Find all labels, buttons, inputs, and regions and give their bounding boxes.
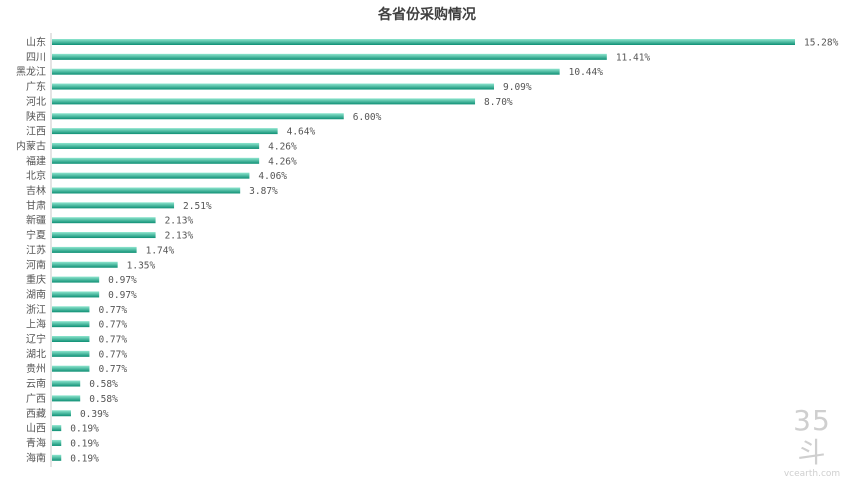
- value-label: 15.28%: [804, 38, 839, 49]
- value-label: 2.13%: [165, 231, 194, 242]
- value-label: 6.00%: [353, 112, 382, 123]
- category-label: 重庆: [26, 273, 46, 286]
- bar: [52, 187, 241, 194]
- bar: [52, 128, 278, 135]
- category-label: 吉林: [26, 184, 46, 197]
- bar: [52, 83, 495, 90]
- value-label: 2.13%: [165, 216, 194, 227]
- value-label: 0.77%: [98, 305, 127, 316]
- bar: [52, 246, 137, 253]
- value-label: 0.77%: [98, 364, 127, 375]
- value-label: 8.70%: [484, 97, 513, 108]
- bar: [52, 202, 175, 209]
- category-label: 上海: [26, 318, 46, 331]
- bar: [52, 336, 90, 342]
- bar: [52, 276, 100, 283]
- value-label: 4.06%: [258, 171, 287, 182]
- value-label: 0.77%: [98, 349, 127, 360]
- bar: [52, 350, 90, 357]
- category-label: 青海: [26, 436, 46, 449]
- bar: [52, 306, 90, 313]
- value-label: 10.44%: [569, 67, 604, 78]
- value-label: 0.58%: [89, 394, 118, 405]
- category-label: 辽宁: [26, 333, 46, 346]
- category-label: 河北: [26, 96, 46, 108]
- bar: [52, 425, 62, 432]
- value-label: 0.19%: [70, 453, 99, 464]
- category-label: 湖北: [26, 348, 46, 360]
- category-label: 河南: [26, 258, 46, 271]
- value-label: 0.58%: [89, 379, 118, 390]
- bar: [52, 321, 90, 328]
- bar: [52, 410, 71, 417]
- bar: [52, 172, 250, 179]
- bar: [52, 365, 90, 372]
- bar: [52, 98, 476, 105]
- category-label: 贵州: [26, 362, 46, 375]
- category-label: 黑龙江: [16, 65, 46, 78]
- value-label: 4.64%: [287, 127, 316, 138]
- bar: [52, 217, 156, 224]
- value-label: 1.74%: [146, 245, 175, 256]
- bar: [52, 157, 260, 164]
- value-label: 0.97%: [108, 290, 137, 301]
- value-label: 0.19%: [70, 438, 99, 449]
- bar: [52, 142, 260, 149]
- value-label: 4.26%: [268, 156, 297, 167]
- category-label: 广东: [26, 80, 46, 93]
- bar: [52, 53, 607, 60]
- bar: [52, 439, 62, 446]
- category-label: 湖南: [26, 288, 46, 301]
- category-label: 陕西: [26, 110, 46, 123]
- bar: [52, 232, 156, 239]
- category-label: 海南: [26, 451, 46, 464]
- category-label: 宁夏: [26, 229, 46, 242]
- watermark: 35斗 vcearth.com: [782, 405, 842, 479]
- category-label: 甘肃: [26, 199, 46, 212]
- value-label: 9.09%: [503, 82, 532, 93]
- value-label: 0.77%: [98, 320, 127, 331]
- category-label: 福建: [26, 154, 46, 167]
- category-label: 山西: [26, 423, 46, 435]
- watermark-url: vcearth.com: [783, 469, 841, 479]
- bar: [52, 39, 795, 45]
- bars-group: 山东 15.28% 四川 11.41% 黑龙江 10.44% 广东 9.09% 河北 8.70% 陕…: [16, 36, 839, 465]
- value-label: 2.51%: [183, 201, 212, 212]
- bar: [52, 395, 81, 402]
- bar: [52, 291, 100, 298]
- bar: [52, 454, 62, 461]
- category-label: 云南: [26, 377, 46, 390]
- value-label: 0.77%: [98, 335, 127, 346]
- watermark-logo: 35斗: [793, 404, 831, 469]
- category-label: 西藏: [26, 408, 46, 420]
- bar: [52, 380, 81, 387]
- category-label: 内蒙古: [16, 139, 46, 152]
- category-label: 广西: [26, 393, 46, 405]
- category-label: 江西: [26, 126, 46, 138]
- value-label: 0.97%: [108, 275, 137, 286]
- bar: [52, 113, 344, 120]
- value-label: 4.26%: [268, 141, 297, 152]
- value-label: 1.35%: [127, 260, 156, 271]
- category-label: 浙江: [26, 304, 46, 316]
- bar: [52, 261, 118, 268]
- chart-title: 各省份采购情况: [378, 7, 476, 23]
- category-label: 北京: [26, 169, 46, 182]
- bar-chart: 山东 15.28% 四川 11.41% 黑龙江 10.44% 广东 9.09% 河北 8.70% 陕…: [16, 33, 839, 467]
- category-label: 新疆: [26, 214, 46, 227]
- category-label: 四川: [26, 52, 46, 63]
- value-label: 11.41%: [616, 52, 651, 63]
- category-label: 山东: [26, 36, 46, 49]
- category-label: 江苏: [26, 243, 46, 256]
- value-label: 3.87%: [249, 186, 278, 197]
- value-label: 0.39%: [80, 409, 109, 420]
- bar: [52, 68, 560, 75]
- value-label: 0.19%: [70, 424, 99, 435]
